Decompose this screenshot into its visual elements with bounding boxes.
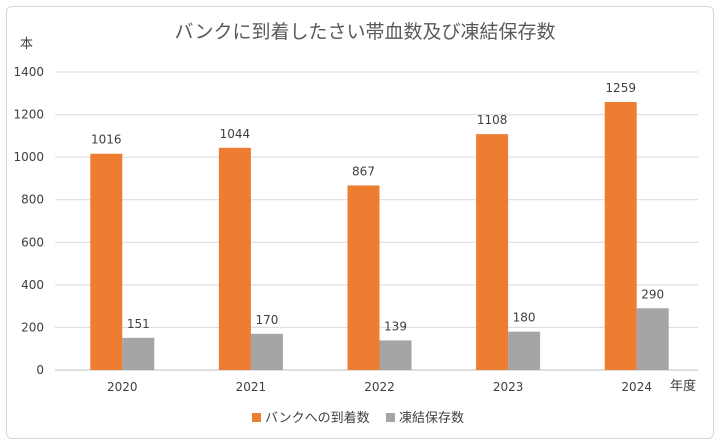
x-axis-ticks: 2020 2021 2022 2023 2024 [107, 380, 652, 394]
y-tick-label: 1400 [13, 65, 44, 79]
y-tick-label: 600 [21, 235, 44, 249]
data-label: 139 [384, 319, 407, 333]
data-label: 1108 [477, 113, 508, 127]
data-label: 867 [352, 164, 375, 178]
legend-swatch [386, 413, 395, 422]
y-tick-label: 1200 [13, 108, 44, 122]
bar-arrivals [347, 185, 380, 370]
bar-frozen [636, 308, 669, 370]
legend-label: 凍結保存数 [399, 410, 464, 426]
x-tick-label: 2021 [236, 380, 267, 394]
bar-frozen [250, 333, 283, 370]
data-label: 180 [513, 311, 536, 325]
legend: バンクへの到着数 凍結保存数 [252, 410, 464, 426]
x-tick-label: 2024 [621, 380, 652, 394]
data-label: 1259 [605, 81, 636, 95]
bar-arrivals [90, 153, 123, 370]
x-axis-unit-label: 年度 [670, 378, 696, 394]
data-label: 1016 [91, 133, 122, 147]
y-tick-label: 400 [21, 278, 44, 292]
bar-arrivals [218, 147, 251, 370]
data-label: 151 [127, 317, 150, 331]
bar-frozen [508, 331, 541, 370]
legend-swatch [252, 413, 261, 422]
x-tick-label: 2022 [364, 380, 395, 394]
bar-arrivals [604, 102, 637, 371]
chart-title: バンクに到着したさい帯血数及び凍結保存数 [175, 21, 556, 43]
bar-series: 1016 151 1044 170 867 139 1108 180 1259 290 [90, 81, 669, 371]
bar-frozen [379, 340, 412, 370]
y-tick-label: 1000 [13, 150, 44, 164]
bar-arrivals [476, 134, 509, 370]
data-label: 170 [255, 313, 278, 327]
bar-frozen [122, 337, 155, 370]
y-axis-ticks: 0 200 400 600 800 1000 1200 1400 [13, 65, 44, 377]
data-label: 290 [641, 287, 664, 301]
legend-label: バンクへの到着数 [265, 410, 370, 426]
data-label: 1044 [220, 127, 251, 141]
x-tick-label: 2023 [493, 380, 524, 394]
y-tick-label: 200 [21, 320, 44, 334]
y-tick-label: 0 [36, 363, 44, 377]
x-tick-label: 2020 [107, 380, 138, 394]
y-axis-unit-label: 本 [20, 37, 33, 52]
y-tick-label: 800 [21, 193, 44, 207]
